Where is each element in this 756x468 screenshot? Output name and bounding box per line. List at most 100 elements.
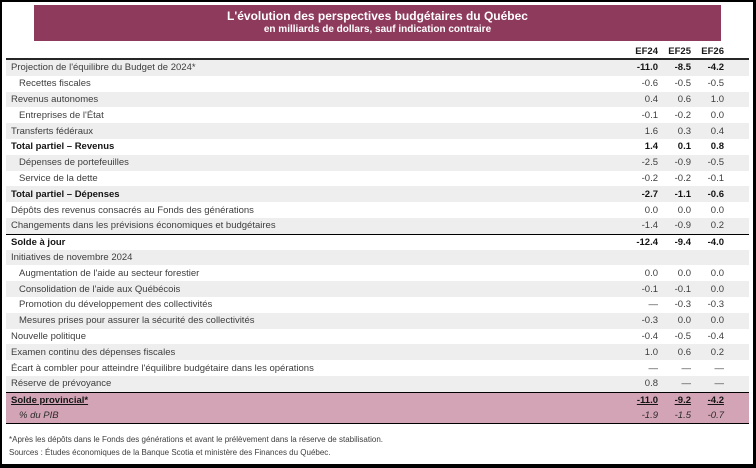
row-label: Consolidation de l'aide aux Québécois	[19, 283, 181, 295]
cell-value: 0.0	[677, 267, 691, 279]
table-row: Transferts fédéraux 1.6 0.3 0.4	[6, 123, 749, 139]
table-row: Service de la dette -0.2 -0.2 -0.1	[6, 171, 749, 187]
cell-value: -11.0	[636, 62, 658, 74]
cell-value: -8.5	[674, 62, 691, 74]
cell-value: -1.4	[641, 220, 658, 232]
footnote-sources: Sources : Études économiques de la Banqu…	[9, 448, 331, 458]
cell-value: -0.9	[674, 220, 691, 232]
cell-value: -0.5	[707, 157, 724, 169]
row-values: 1.6 0.3 0.4	[625, 126, 749, 137]
row-values: -0.3 0.0 0.0	[625, 315, 749, 326]
row-label: Recettes fiscales	[19, 78, 91, 90]
table-row: Solde à jour -12.4 -9.4 -4.0	[6, 233, 749, 250]
footnotes: *Après les dépôts dans le Fonds des géné…	[9, 434, 746, 460]
cell-value: 1.0	[710, 93, 724, 105]
row-label: Entreprises de l'État	[19, 109, 104, 121]
footnote-asterisk: *Après les dépôts dans le Fonds des géné…	[9, 435, 383, 445]
row-label: Écart à combler pour atteindre l'équilib…	[11, 362, 314, 374]
table-row: Total partiel – Revenus 1.4 0.1 0.8	[6, 139, 749, 155]
column-header-ef26: EF26	[701, 46, 724, 57]
cell-value: -4.2	[707, 394, 724, 406]
row-label: Revenus autonomes	[11, 93, 99, 105]
cell-value: -0.6	[707, 188, 724, 200]
cell-value: -1.1	[674, 188, 691, 200]
cell-value: -0.6	[641, 78, 658, 90]
cell-value: 0.0	[677, 204, 691, 216]
column-header-ef25: EF25	[668, 46, 691, 57]
cell-value: 0.6	[677, 93, 691, 105]
cell-value: -0.5	[674, 78, 691, 90]
row-label: Mesures prises pour assurer la sécurité …	[19, 315, 255, 327]
row-values: 1.0 0.6 0.2	[625, 347, 749, 358]
cell-value: -0.2	[674, 172, 691, 184]
cell-value: -1.9	[641, 409, 658, 421]
cell-value: 0.4	[644, 93, 658, 105]
cell-value: -12.4	[636, 236, 658, 248]
cell-value: -0.7	[707, 409, 724, 421]
table-row: Dépenses de portefeuilles -2.5 -0.9 -0.5	[6, 154, 749, 171]
table-row: % du PIB -1.9 -1.5 -0.7	[6, 407, 749, 424]
cell-value: 0.0	[710, 315, 724, 327]
row-values: -0.1 -0.1 0.0	[625, 284, 749, 295]
cell-value: 0.6	[677, 346, 691, 358]
cell-value: —	[681, 362, 692, 374]
cell-value: 1.4	[644, 141, 658, 153]
cell-value: —	[648, 362, 659, 374]
cell-value: 0.4	[710, 125, 724, 137]
row-label: Nouvelle politique	[11, 330, 86, 342]
cell-value: -0.3	[674, 299, 691, 311]
row-values: -0.4 -0.5 -0.4	[625, 331, 749, 342]
row-values: -12.4 -9.4 -4.0	[625, 237, 749, 248]
table-row: Examen continu des dépenses fiscales 1.0 0…	[6, 344, 749, 361]
table-row: Changements dans les prévisions économiq…	[6, 217, 749, 234]
row-label: Dépenses de portefeuilles	[19, 157, 129, 169]
cell-value: 0.0	[677, 315, 691, 327]
row-label: % du PIB	[19, 409, 59, 421]
table-row: Entreprises de l'État -0.1 -0.2 0.0	[6, 107, 749, 123]
column-headers: EF24 EF25 EF26	[625, 46, 749, 57]
cell-value: -2.7	[641, 188, 658, 200]
table-row: Total partiel – Dépenses -2.7 -1.1 -0.6	[6, 186, 749, 203]
cell-value: -0.2	[674, 109, 691, 121]
cell-value: -0.4	[641, 330, 658, 342]
table-subtitle: en milliards de dollars, sauf indication…	[263, 24, 492, 35]
cell-value: -0.9	[674, 157, 691, 169]
row-label: Initiatives de novembre 2024	[11, 251, 133, 263]
cell-value: 0.0	[644, 267, 658, 279]
table-row: Mesures prises pour assurer la sécurité …	[6, 312, 749, 329]
cell-value: —	[714, 378, 725, 390]
cell-value: 0.3	[677, 125, 691, 137]
cell-value: 0.2	[710, 220, 724, 232]
cell-value: 0.2	[710, 346, 724, 358]
cell-value: 1.0	[644, 346, 658, 358]
cell-value: -0.3	[707, 299, 724, 311]
table-row: Consolidation de l'aide aux Québécois -0.…	[6, 281, 749, 297]
table-row: Initiatives de novembre 2024	[6, 249, 749, 266]
table-row: Écart à combler pour atteindre l'équilib…	[6, 360, 749, 376]
cell-value: -1.5	[674, 409, 691, 421]
row-label: Solde à jour	[11, 236, 66, 248]
cell-value: 0.0	[710, 109, 724, 121]
row-values: 0.4 0.6 1.0	[625, 94, 749, 105]
row-label: Changements dans les prévisions économiq…	[11, 220, 276, 232]
row-label: Transferts fédéraux	[11, 125, 94, 137]
row-values: -11.0 -8.5 -4.2	[625, 62, 749, 73]
table-row: Dépôts des revenus consacrés au Fonds de…	[6, 202, 749, 218]
table-title: L'évolution des perspectives budgétaires…	[227, 9, 528, 23]
cell-value: -4.2	[707, 62, 724, 74]
row-label: Promotion du développement des collectiv…	[19, 299, 213, 311]
cell-value: 0.0	[710, 283, 724, 295]
cell-value: -0.1	[641, 109, 658, 121]
table-header: L'évolution des perspectives budgétaires…	[34, 5, 721, 41]
row-values: -2.5 -0.9 -0.5	[625, 157, 749, 168]
cell-value: —	[714, 362, 725, 374]
row-values: -1.4 -0.9 0.2	[625, 220, 749, 231]
cell-value: 0.0	[710, 204, 724, 216]
cell-value: 0.1	[677, 141, 691, 153]
row-label: Projection de l'équilibre du Budget de 2…	[11, 62, 196, 74]
row-label: Service de la dette	[19, 172, 98, 184]
cell-value: -0.1	[674, 283, 691, 295]
table-row: Recettes fiscales -0.6 -0.5 -0.5	[6, 76, 749, 92]
row-values: -11.0 -9.2 -4.2	[625, 395, 749, 406]
